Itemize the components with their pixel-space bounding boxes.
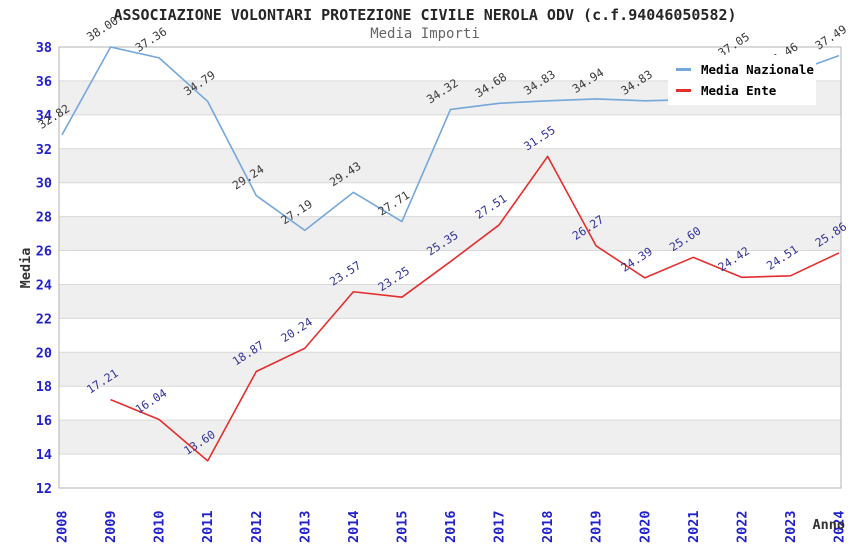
y-tick-label: 28 [36, 210, 52, 226]
x-tick-label: 2010 [152, 510, 168, 543]
grid-band [59, 114, 841, 149]
x-tick-label: 2015 [394, 510, 410, 543]
legend: Media Nazionale Media Ente [668, 55, 816, 105]
y-tick-label: 26 [36, 244, 52, 260]
x-tick-label: 2016 [443, 510, 459, 543]
y-axis-title: Media [18, 248, 34, 289]
legend-line-swatch-blue [676, 68, 691, 71]
page-title: ASSOCIAZIONE VOLONTARI PROTEZIONE CIVILE… [113, 6, 737, 24]
grid-band [59, 216, 841, 251]
y-tick-label: 12 [36, 481, 52, 497]
grid-band [59, 182, 841, 217]
legend-entry-media-nazionale: Media Nazionale [676, 59, 816, 80]
y-tick-label: 16 [36, 413, 52, 429]
series-line-media-ente [110, 155, 840, 462]
page-subtitle: Media Importi [370, 26, 480, 42]
x-tick-label: 2014 [346, 510, 362, 543]
legend-label: Media Ente [701, 83, 777, 98]
y-tick-label: 22 [36, 311, 52, 327]
x-tick-label: 2017 [492, 510, 508, 543]
legend-label: Media Nazionale [701, 62, 814, 77]
grid-band [59, 454, 841, 488]
x-tick-label: 2013 [297, 510, 313, 543]
x-tick-label: 2021 [686, 510, 702, 543]
y-tick-label: 24 [36, 277, 52, 293]
x-axis-title: Anno [812, 517, 845, 533]
plot-border [58, 46, 842, 489]
y-tick-label: 34 [36, 108, 52, 124]
legend-entry-media-ente: Media Ente [676, 80, 816, 101]
grid-band [59, 386, 841, 421]
y-tick-label: 30 [36, 176, 52, 192]
y-tick-label: 18 [36, 379, 52, 395]
x-tick-label: 2012 [249, 510, 265, 543]
grid-band [59, 148, 841, 183]
grid-band [59, 352, 841, 387]
y-tick-label: 38 [36, 40, 52, 56]
y-tick-label: 32 [36, 142, 52, 158]
grid-band [59, 420, 841, 455]
x-tick-label: 2009 [103, 510, 119, 543]
x-tick-label: 2023 [783, 510, 799, 543]
x-tick-label: 2019 [589, 510, 605, 543]
y-tick-label: 36 [36, 74, 52, 90]
x-tick-label: 2024 [832, 510, 848, 543]
x-tick-label: 2018 [540, 510, 556, 543]
data-label-media-nazionale: 38.00 [84, 13, 121, 44]
x-tick-label: 2008 [55, 510, 71, 543]
x-tick-label: 2022 [734, 510, 750, 543]
grid-band [59, 318, 841, 353]
x-tick-label: 2011 [200, 510, 216, 543]
y-tick-label: 14 [36, 447, 52, 463]
grid-band [59, 284, 841, 319]
x-tick-label: 2020 [637, 510, 653, 543]
legend-line-swatch-red [676, 89, 691, 92]
y-tick-label: 20 [36, 345, 52, 361]
grid-band [59, 250, 841, 285]
